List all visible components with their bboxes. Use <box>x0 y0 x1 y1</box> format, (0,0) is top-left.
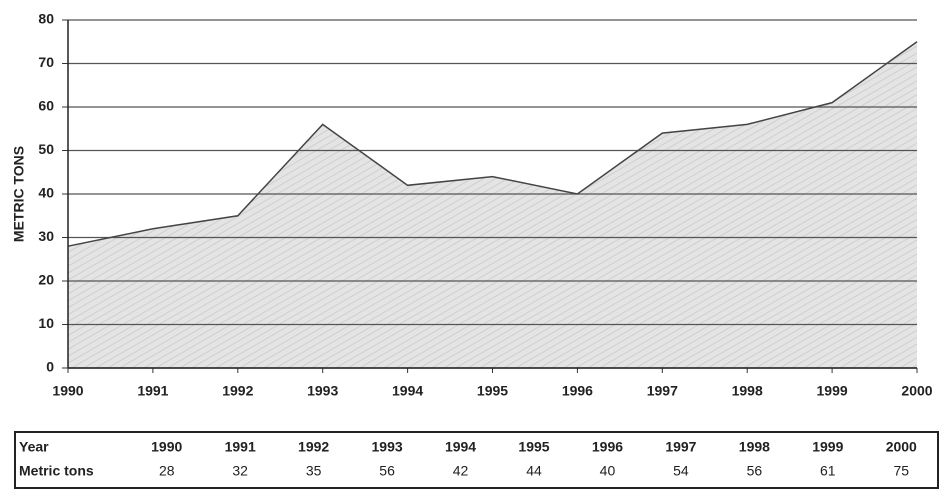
x-tick-label: 1990 <box>52 383 83 399</box>
x-tick-label: 1994 <box>392 383 423 399</box>
y-axis-label: METRIC TONS <box>11 146 27 242</box>
page: {"chart_data": {"type": "area", "ylabel"… <box>0 0 942 495</box>
table-value: 32 <box>232 463 248 479</box>
table-value: 42 <box>453 463 469 479</box>
table-value: 56 <box>379 463 395 479</box>
table-header: Metric tons <box>19 463 94 479</box>
y-tick-label: 40 <box>38 185 54 201</box>
table-year: 1993 <box>372 439 403 455</box>
table-year: 1992 <box>298 439 329 455</box>
table-value: 35 <box>306 463 322 479</box>
x-tick-label: 1998 <box>732 383 763 399</box>
table-header: Year <box>19 439 49 455</box>
table-value: 28 <box>159 463 175 479</box>
x-tick-label: 1997 <box>647 383 678 399</box>
table-year: 1999 <box>812 439 843 455</box>
table-year: 1997 <box>665 439 696 455</box>
x-tick-label: 1995 <box>477 383 508 399</box>
y-tick-label: 50 <box>38 141 54 157</box>
area-fill <box>68 42 917 368</box>
x-tick-label: 1991 <box>137 383 168 399</box>
y-tick-label: 80 <box>38 11 54 27</box>
table-value: 61 <box>820 463 836 479</box>
table-year: 1995 <box>518 439 549 455</box>
y-tick-label: 70 <box>38 54 54 70</box>
table-value: 75 <box>893 463 909 479</box>
y-tick-label: 0 <box>46 359 54 375</box>
x-tick-label: 2000 <box>901 383 932 399</box>
x-tick-label: 1996 <box>562 383 593 399</box>
table-year: 1994 <box>445 439 476 455</box>
x-tick-label: 1999 <box>817 383 848 399</box>
y-tick-label: 20 <box>38 272 54 288</box>
x-tick-label: 1993 <box>307 383 338 399</box>
table-year: 1990 <box>151 439 182 455</box>
table-year: 1998 <box>739 439 770 455</box>
table-year: 1996 <box>592 439 623 455</box>
y-tick-label: 10 <box>38 315 54 331</box>
chart: METRIC TONS 0 10 20 30 40 50 60 70 80 1990 1991 199… <box>0 0 942 495</box>
x-tick-label: 1992 <box>222 383 253 399</box>
table-value: 44 <box>526 463 542 479</box>
table-value: 54 <box>673 463 689 479</box>
table-year: 2000 <box>886 439 917 455</box>
table-value: 40 <box>600 463 616 479</box>
y-tick-label: 30 <box>38 228 54 244</box>
table-value: 56 <box>747 463 763 479</box>
y-tick-label: 60 <box>38 98 54 114</box>
table-year: 1991 <box>225 439 256 455</box>
